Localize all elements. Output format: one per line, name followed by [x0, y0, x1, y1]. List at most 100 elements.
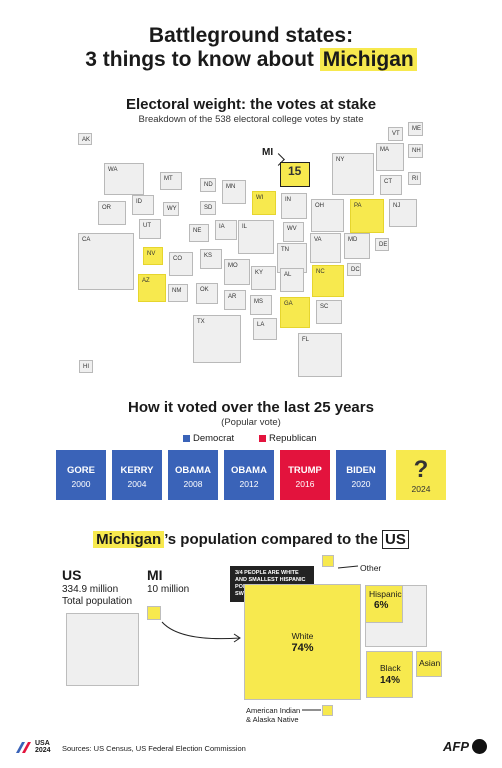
title-highlight: Michigan	[319, 48, 417, 71]
state-nv: NV	[143, 247, 163, 265]
election-2012: OBAMA 2012	[224, 450, 274, 500]
state-ut: UT	[139, 219, 161, 239]
state-md: MD	[344, 233, 370, 259]
state-nj: NJ	[389, 199, 417, 227]
population-title: Michigan’s population compared to the US	[0, 530, 502, 549]
election-year: 2016	[295, 479, 315, 489]
state-sd: SD	[200, 201, 216, 215]
mi-label: MI	[147, 567, 163, 583]
page-title-line2: 3 things to know about Michigan	[0, 48, 502, 71]
afp-logo: AFP	[443, 739, 469, 754]
population-title-highlight: Michigan	[93, 531, 165, 548]
state-sc: SC	[316, 300, 342, 324]
us-caption: Total population	[62, 596, 133, 607]
black-square	[366, 651, 413, 698]
sources: Sources: US Census, US Federal Election …	[62, 744, 246, 753]
state-de: DE	[375, 238, 389, 251]
election-2024: ? 2024	[396, 450, 446, 500]
hispanic-square	[365, 585, 403, 623]
white-square	[244, 584, 361, 700]
votes-subtitle: (Popular vote)	[221, 417, 281, 428]
population-title-mid: ’s population compared to the	[164, 531, 382, 548]
state-wy: WY	[163, 202, 179, 216]
votes-title: How it voted over the last 25 years	[128, 399, 374, 416]
election-year: 2004	[127, 479, 147, 489]
mi-pointer-label: MI	[262, 147, 274, 158]
state-in: IN	[281, 193, 307, 219]
state-oh: OH	[311, 199, 344, 232]
white-label: White	[291, 631, 314, 641]
state-wv: WV	[283, 222, 304, 242]
page-title-line1: Battleground states:	[148, 24, 354, 47]
candidate-name: KERRY	[120, 465, 154, 476]
state-ky: KY	[251, 266, 276, 290]
us-value: 334.9 million	[62, 584, 119, 595]
mi-population-square	[147, 606, 161, 620]
state-co: CO	[169, 252, 193, 276]
usa2024-logo: USA 2024	[35, 740, 51, 754]
other-pointer-icon	[337, 565, 359, 569]
state-al: AL	[280, 268, 304, 292]
state-ok: OK	[196, 283, 218, 304]
state-tx: TX	[193, 315, 241, 363]
afp-dot-icon	[472, 739, 487, 754]
us-population-square	[66, 613, 139, 686]
legend-republican-label: Republican	[269, 433, 317, 444]
logo-line1: USA	[35, 740, 50, 747]
legend-democrat-label: Democrat	[193, 433, 235, 444]
state-wi: WI	[252, 191, 276, 215]
map-subtitle: Breakdown of the 538 electoral college v…	[138, 114, 364, 125]
state-mt: MT	[160, 172, 182, 190]
state-ms: MS	[250, 295, 272, 315]
state-nm: NM	[168, 284, 188, 302]
state-mi: 15	[280, 162, 310, 187]
election-2000: GORE 2000	[56, 450, 106, 500]
state-ny: NY	[332, 153, 374, 195]
state-la: LA	[253, 318, 277, 340]
state-ks: KS	[200, 249, 222, 269]
state-or: OR	[98, 201, 126, 225]
native-label-line1: American Indian	[246, 706, 301, 715]
usa2024-flag-icon	[16, 742, 31, 753]
election-2008: OBAMA 2008	[168, 450, 218, 500]
state-dc: DC	[347, 263, 361, 276]
candidate-name: TRUMP	[288, 465, 322, 476]
title-prefix: 3 things to know about	[85, 48, 320, 71]
candidate-name: BIDEN	[346, 465, 376, 476]
state-nh: NH	[408, 144, 423, 158]
state-ar: AR	[224, 290, 246, 310]
state-ia: IA	[215, 220, 237, 240]
election-2016: TRUMP 2016	[280, 450, 330, 500]
us-label: US	[62, 567, 82, 583]
candidate-name: OBAMA	[231, 465, 267, 476]
legend-republican: Republican	[259, 433, 317, 444]
state-ma: MA	[376, 143, 404, 171]
election-year: 2000	[71, 479, 91, 489]
state-az: AZ	[138, 274, 166, 302]
state-mo: MO	[224, 259, 250, 285]
connector-arrow-icon	[161, 621, 241, 643]
candidate-name: GORE	[67, 465, 95, 476]
state-ne: NE	[189, 224, 209, 242]
state-id: ID	[132, 195, 154, 215]
state-ak: AK	[78, 133, 92, 145]
democrat-swatch	[183, 434, 190, 442]
native-label: American Indian & Alaska Native	[246, 706, 300, 724]
white-pct: 74%	[291, 642, 314, 654]
state-ri: RI	[408, 172, 421, 185]
map-title: Electoral weight: the votes at stake	[125, 96, 377, 113]
native-label-line2: & Alaska Native	[246, 715, 299, 724]
state-ga: GA	[280, 297, 310, 328]
election-year: 2012	[239, 479, 259, 489]
state-me: ME	[408, 122, 423, 136]
election-year: 2020	[351, 479, 371, 489]
legend-democrat: Democrat	[183, 433, 234, 444]
state-nc: NC	[312, 265, 344, 297]
state-wa: WA	[104, 163, 144, 195]
hispanic-pct: 6%	[374, 600, 389, 611]
election-year: 2024	[411, 484, 431, 494]
state-ca: CA	[78, 233, 134, 290]
native-square	[322, 705, 333, 716]
black-pct: 14%	[380, 675, 401, 686]
state-fl: FL	[298, 333, 342, 377]
